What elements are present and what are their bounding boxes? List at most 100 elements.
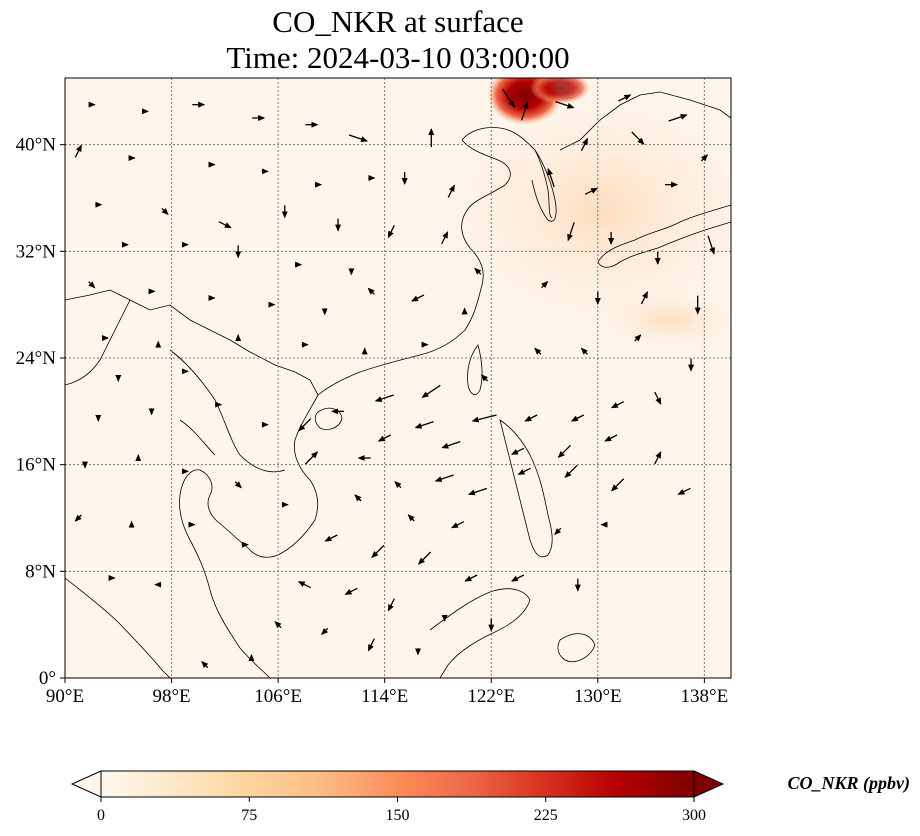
colorbar-label: CO_NKR (ppbv) [788,773,911,794]
wind-arrow [677,487,691,495]
wind-arrow [88,281,96,289]
vietnam-coastline [247,394,319,558]
wind-arrow [524,414,538,422]
colorbar-tick-label: 150 [386,807,410,824]
wind-arrow [668,114,688,122]
lat-tick-label: 24°N [16,348,57,369]
wind-vectors [74,88,715,669]
wind-arrow [407,514,415,522]
colorbar-extend-max [693,770,725,798]
concentration-plume-ne [440,90,731,330]
sulawesi-coastline [557,633,596,662]
wind-arrow [584,187,599,195]
northeast-coastline [559,91,731,151]
wind-arrow [201,660,209,669]
country-borders [169,349,286,473]
sumatra-coastline [65,577,171,678]
coastlines [65,91,731,678]
wind-arrow [371,544,385,559]
bay-of-bengal-coastline [65,299,131,386]
wind-arrow [510,447,525,455]
wind-arrow [441,231,449,245]
wind-arrow [354,494,362,502]
colorbar-gradient [100,770,695,798]
colorbar: 0 75 150 225 300 CO_NKR (ppbv) [70,770,911,824]
wind-arrow [464,574,478,582]
lon-tick-label: 90°E [46,686,84,707]
wind-arrow [631,131,645,145]
map-layers [65,78,731,678]
map-frame [64,77,732,679]
wind-arrow [451,521,465,529]
wind-arrow [467,487,488,496]
wind-arrow [344,587,358,595]
philippines-coastline [499,419,553,558]
gridlines [65,78,731,678]
wind-arrow [517,467,531,475]
colorbar-ticks: 0 75 150 225 300 [97,797,706,824]
wind-arrow [654,451,662,465]
wind-arrow [274,620,282,629]
wind-arrow [555,101,575,109]
wind-arrow [502,88,516,108]
wind-arrow [387,598,395,612]
wind-arrow [541,280,549,289]
wind-arrow [218,221,232,229]
wind-arrow [374,394,394,402]
china-coastline [317,127,553,396]
wind-arrow [447,184,455,198]
lon-tick-label: 122°E [467,686,515,707]
colorbar-tick-label: 0 [97,807,105,824]
wind-arrow [547,168,555,188]
taiwan-coastline [467,344,483,395]
wind-arrow [480,374,489,382]
wind-arrow [297,581,312,589]
wind-arrow [348,134,368,142]
wind-arrow [611,478,625,492]
lon-tick-label: 98°E [152,686,190,707]
wind-arrow [707,235,715,255]
colorbar-extend-min [70,770,102,798]
wind-arrow [618,94,632,102]
wind-arrow [394,480,402,489]
lon-tick-label: 106°E [254,686,302,707]
colorbar-tick-label: 300 [682,807,706,824]
lat-tick-label: 8°N [25,561,56,582]
wind-arrow [414,421,434,429]
wind-arrow [161,207,169,216]
wind-arrow [580,347,588,355]
wind-arrow [474,267,482,275]
wind-arrow [377,434,391,442]
borneo-coastline [429,588,531,678]
lat-tick-label: 32°N [16,241,57,262]
lon-tick-label: 114°E [361,686,408,707]
wind-arrow [654,391,662,405]
lat-tick-label: 0° [39,668,56,689]
wind-arrow [564,464,578,479]
wind-arrow [640,291,649,305]
wind-arrow [304,451,319,465]
wind-arrow [580,137,589,151]
map-time-subtitle: Time: 2024-03-10 03:00:00 [226,40,570,75]
colorbar-tick-label: 225 [534,807,558,824]
concentration-hotspot-secondary [530,78,590,104]
wind-arrow [298,418,312,432]
wind-arrow [520,101,529,121]
concentration-plume-east [600,290,731,350]
wind-arrow [570,414,585,422]
japan-coastline [597,204,731,268]
wind-arrow [567,222,575,242]
wind-arrow [604,434,618,442]
wind-arrow [700,154,709,162]
wind-arrow [510,574,525,582]
wind-arrow [417,551,432,565]
wind-arrow [634,334,642,342]
wind-arrow [434,474,454,482]
wind-arrow [74,144,82,158]
wind-arrow [321,627,329,636]
wind-arrow [74,514,82,522]
map-title: CO_NKR at surface [272,4,524,39]
wind-arrow [610,401,625,409]
wind-arrow [367,638,375,652]
